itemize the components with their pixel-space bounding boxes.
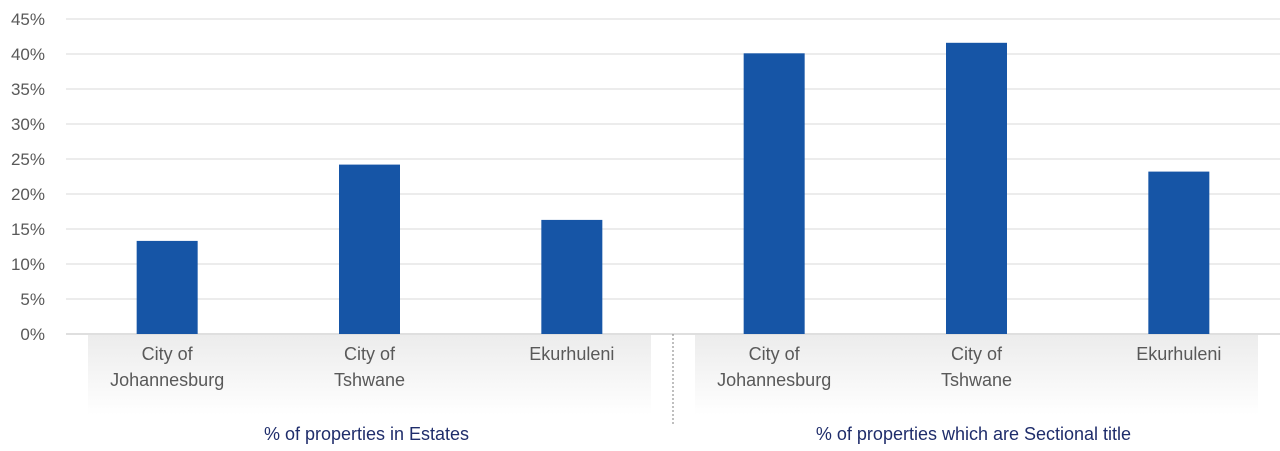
bar [946,42,1007,335]
y-tick-label: 35% [11,80,45,99]
x-category-label: City of [749,344,801,364]
x-category-label: Tshwane [941,370,1012,390]
bar [136,240,198,334]
x-category-label: Tshwane [334,370,405,390]
y-tick-label: 0% [20,325,45,344]
category-band [695,335,1258,415]
bar [339,164,400,334]
x-category-label: City of [344,344,396,364]
x-category-label: Ekurhuleni [1136,344,1221,364]
y-tick-label: 30% [11,115,45,134]
bar [743,53,805,335]
y-tick-label: 20% [11,185,45,204]
y-tick-label: 15% [11,220,45,239]
x-category-label: Johannesburg [717,370,831,390]
y-tick-label: 45% [11,10,45,29]
group-label: % of properties in Estates [264,424,469,444]
x-category-label: Johannesburg [110,370,224,390]
bar [541,219,603,334]
x-category-label: Ekurhuleni [529,344,614,364]
bar [1148,171,1210,334]
y-tick-label: 40% [11,45,45,64]
group-label: % of properties which are Sectional titl… [816,424,1131,444]
x-category-label: City of [142,344,194,364]
x-category-label: City of [951,344,1003,364]
y-tick-label: 5% [20,290,45,309]
category-band [88,335,651,415]
y-tick-label: 25% [11,150,45,169]
y-tick-label: 10% [11,255,45,274]
